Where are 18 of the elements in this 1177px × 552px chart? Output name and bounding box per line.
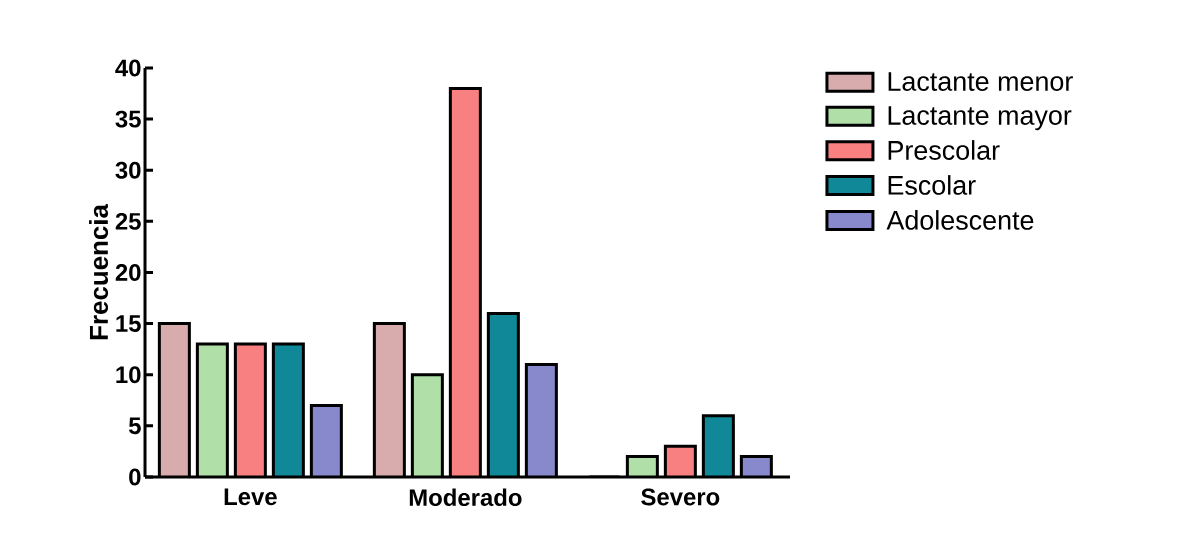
y-tick-label: 5 xyxy=(128,417,141,435)
y-tick-label: 35 xyxy=(115,110,141,128)
legend-label: Lactante menor xyxy=(888,72,1073,91)
y-tick-label: 15 xyxy=(116,315,141,332)
x-tick-label: Moderado xyxy=(409,488,522,507)
y-tick-label: 20 xyxy=(115,264,141,281)
y-tick-label: 10 xyxy=(116,366,141,384)
legend-label: Escolar xyxy=(888,175,976,195)
legend-label: Adolescente xyxy=(886,210,1034,230)
y-tick-label: 40 xyxy=(115,59,141,77)
legend-label: Lactante mayor xyxy=(888,106,1072,131)
y-tick-label: 25 xyxy=(115,212,141,230)
x-tick-label: Leve xyxy=(224,488,277,506)
y-tick-label: 0 xyxy=(129,468,141,486)
legend-label: Prescolar xyxy=(888,140,1000,160)
y-axis-title: Frecuencia xyxy=(89,203,109,340)
y-tick-label: 30 xyxy=(115,161,141,179)
x-tick-label: Severo xyxy=(641,488,720,506)
